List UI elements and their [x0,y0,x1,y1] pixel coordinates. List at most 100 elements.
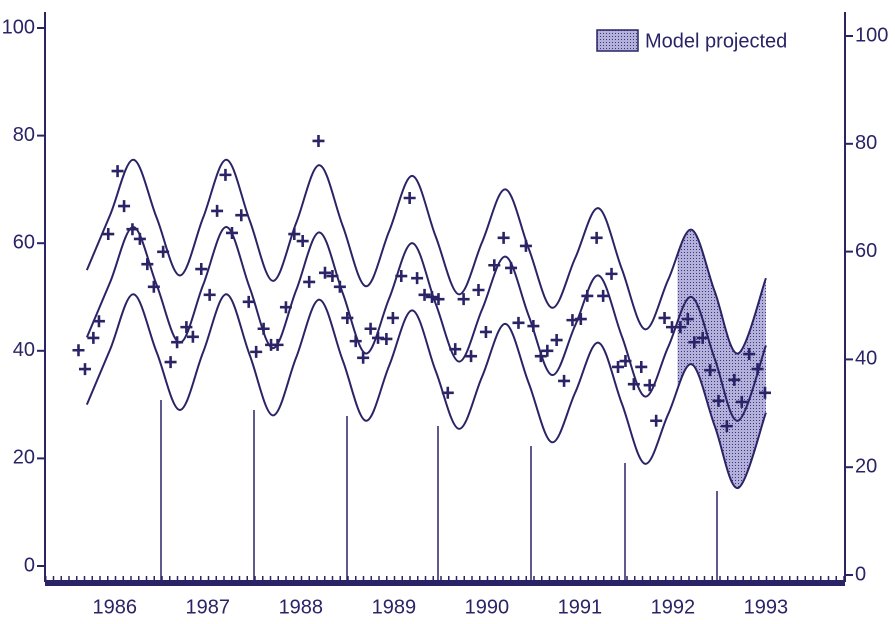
observed-point [141,258,154,271]
observed-point [688,336,701,349]
observed-point [712,394,725,407]
projection-band [677,229,766,488]
x-tick-label: 1992 [651,596,696,618]
observed-point [541,344,554,357]
observed-point [235,209,248,222]
observed-point [111,165,124,178]
observed-point [186,330,199,343]
observed-point [171,336,184,349]
observed-point [418,288,431,301]
observed-point [72,344,85,357]
observed-point [605,267,618,280]
y-tick-label: 60 [13,231,35,253]
observed-point [157,245,170,258]
y-tick-label: 20 [13,447,35,469]
observed-point [271,338,284,351]
observed-point [386,311,399,324]
observed-point [242,295,255,308]
observed-point [519,239,532,252]
observed-point [250,345,263,358]
observed-point [303,275,316,288]
observed-point [133,232,146,245]
observed-point [288,228,301,241]
observed-point [395,270,408,283]
model-line [85,158,767,355]
y2-tick-label: 60 [855,240,877,262]
observed-point [164,356,177,369]
y2-tick-label: 80 [855,132,877,154]
observed-point [465,350,478,363]
observed-point [126,223,139,236]
x-tick-label: 1986 [93,596,138,618]
observed-point [118,200,131,213]
observed-point [720,420,733,433]
observed-point [497,231,510,244]
observed-point [279,301,292,314]
observed-point [380,332,393,345]
observed-point [743,348,756,361]
observed-point [581,289,594,302]
observed-point [92,315,105,328]
observed-point [728,373,741,386]
x-tick-label: 1991 [558,596,603,618]
observed-point [357,351,370,364]
x-tick-label: 1990 [465,596,510,618]
observed-point [79,363,91,376]
observed-point [512,316,525,329]
y-tick-label: 80 [13,124,35,146]
observed-point [590,231,603,244]
legend: Model projected [596,29,787,52]
observed-point [479,325,492,338]
legend-swatch [596,29,639,52]
observed-point [643,379,656,392]
observed-point [211,204,224,217]
observed-point [102,228,115,241]
observed-point [658,311,671,324]
x-tick-label: 1993 [744,596,789,618]
observed-point [735,395,748,408]
observed-point [195,263,208,276]
observed-point [527,320,540,333]
y-tick-label: 40 [13,339,35,361]
observed-point [696,331,709,344]
observed-point [364,322,377,335]
observed-point [627,378,640,391]
year-dividers [160,400,718,580]
observed-point [472,284,485,297]
y2-tick-label: 20 [855,455,877,477]
observed-point [635,360,648,373]
observed-point [619,355,632,368]
observed-point [219,168,232,181]
observed-point [681,313,694,326]
observed-point [550,334,563,347]
observed-point [505,261,518,274]
observed-point [574,313,587,326]
x-axis-bar [45,580,845,586]
observed-point [457,293,470,306]
observed-point [349,335,362,348]
observed-point [225,226,238,239]
observed-point [449,343,462,356]
y2-tick-label: 40 [855,348,877,370]
observed-point [759,386,771,399]
observed-point [203,288,216,301]
observed-point [612,360,625,373]
observed-point [87,331,100,344]
model-line [85,293,767,489]
observed-point [534,350,547,363]
observed-point [147,280,160,293]
observed-point [432,293,445,306]
observed-point [558,374,571,387]
x-tick-label: 1989 [372,596,417,618]
observed-point [597,289,610,302]
observed-point [319,266,331,279]
observed-point [704,364,717,377]
observed-point [674,321,687,334]
observed-point [403,192,416,205]
observed-point [341,311,354,324]
observed-point [257,322,270,335]
observed-point [411,272,424,285]
x-tick-label: 1987 [186,596,231,618]
observed-point [751,363,764,376]
